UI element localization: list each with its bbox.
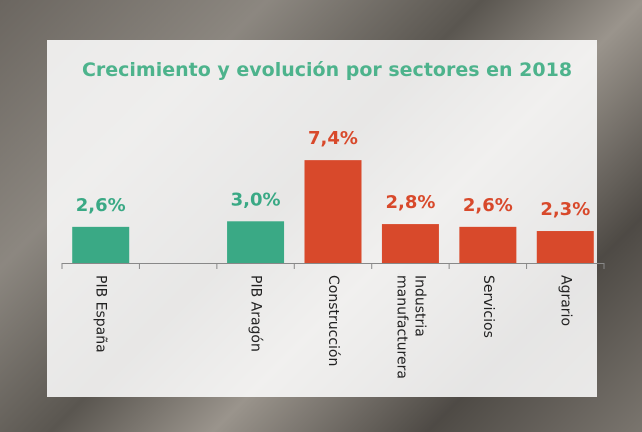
x-tick-label: PIB España (92, 275, 109, 353)
bar (381, 224, 439, 263)
x-tick-label: PIB Aragón (247, 275, 264, 352)
value-label: 2,3% (540, 199, 590, 220)
bar (227, 221, 285, 263)
x-tick-label: Servicios (479, 275, 496, 338)
value-label: 3,0% (231, 189, 281, 210)
value-label: 2,6% (76, 195, 126, 216)
bar (304, 160, 362, 263)
x-tick-label: Construcción (325, 275, 341, 367)
bar (459, 226, 517, 263)
x-tick-label: Industria manufacturera (393, 275, 428, 379)
value-label: 7,4% (308, 128, 358, 149)
bar (72, 226, 130, 263)
value-label: 2,8% (385, 192, 435, 213)
x-tick-label: Agrario (557, 275, 574, 327)
chart-title: Crecimiento y evolución por sectores en … (82, 59, 572, 81)
value-label: 2,6% (463, 195, 513, 216)
bar (536, 231, 594, 263)
